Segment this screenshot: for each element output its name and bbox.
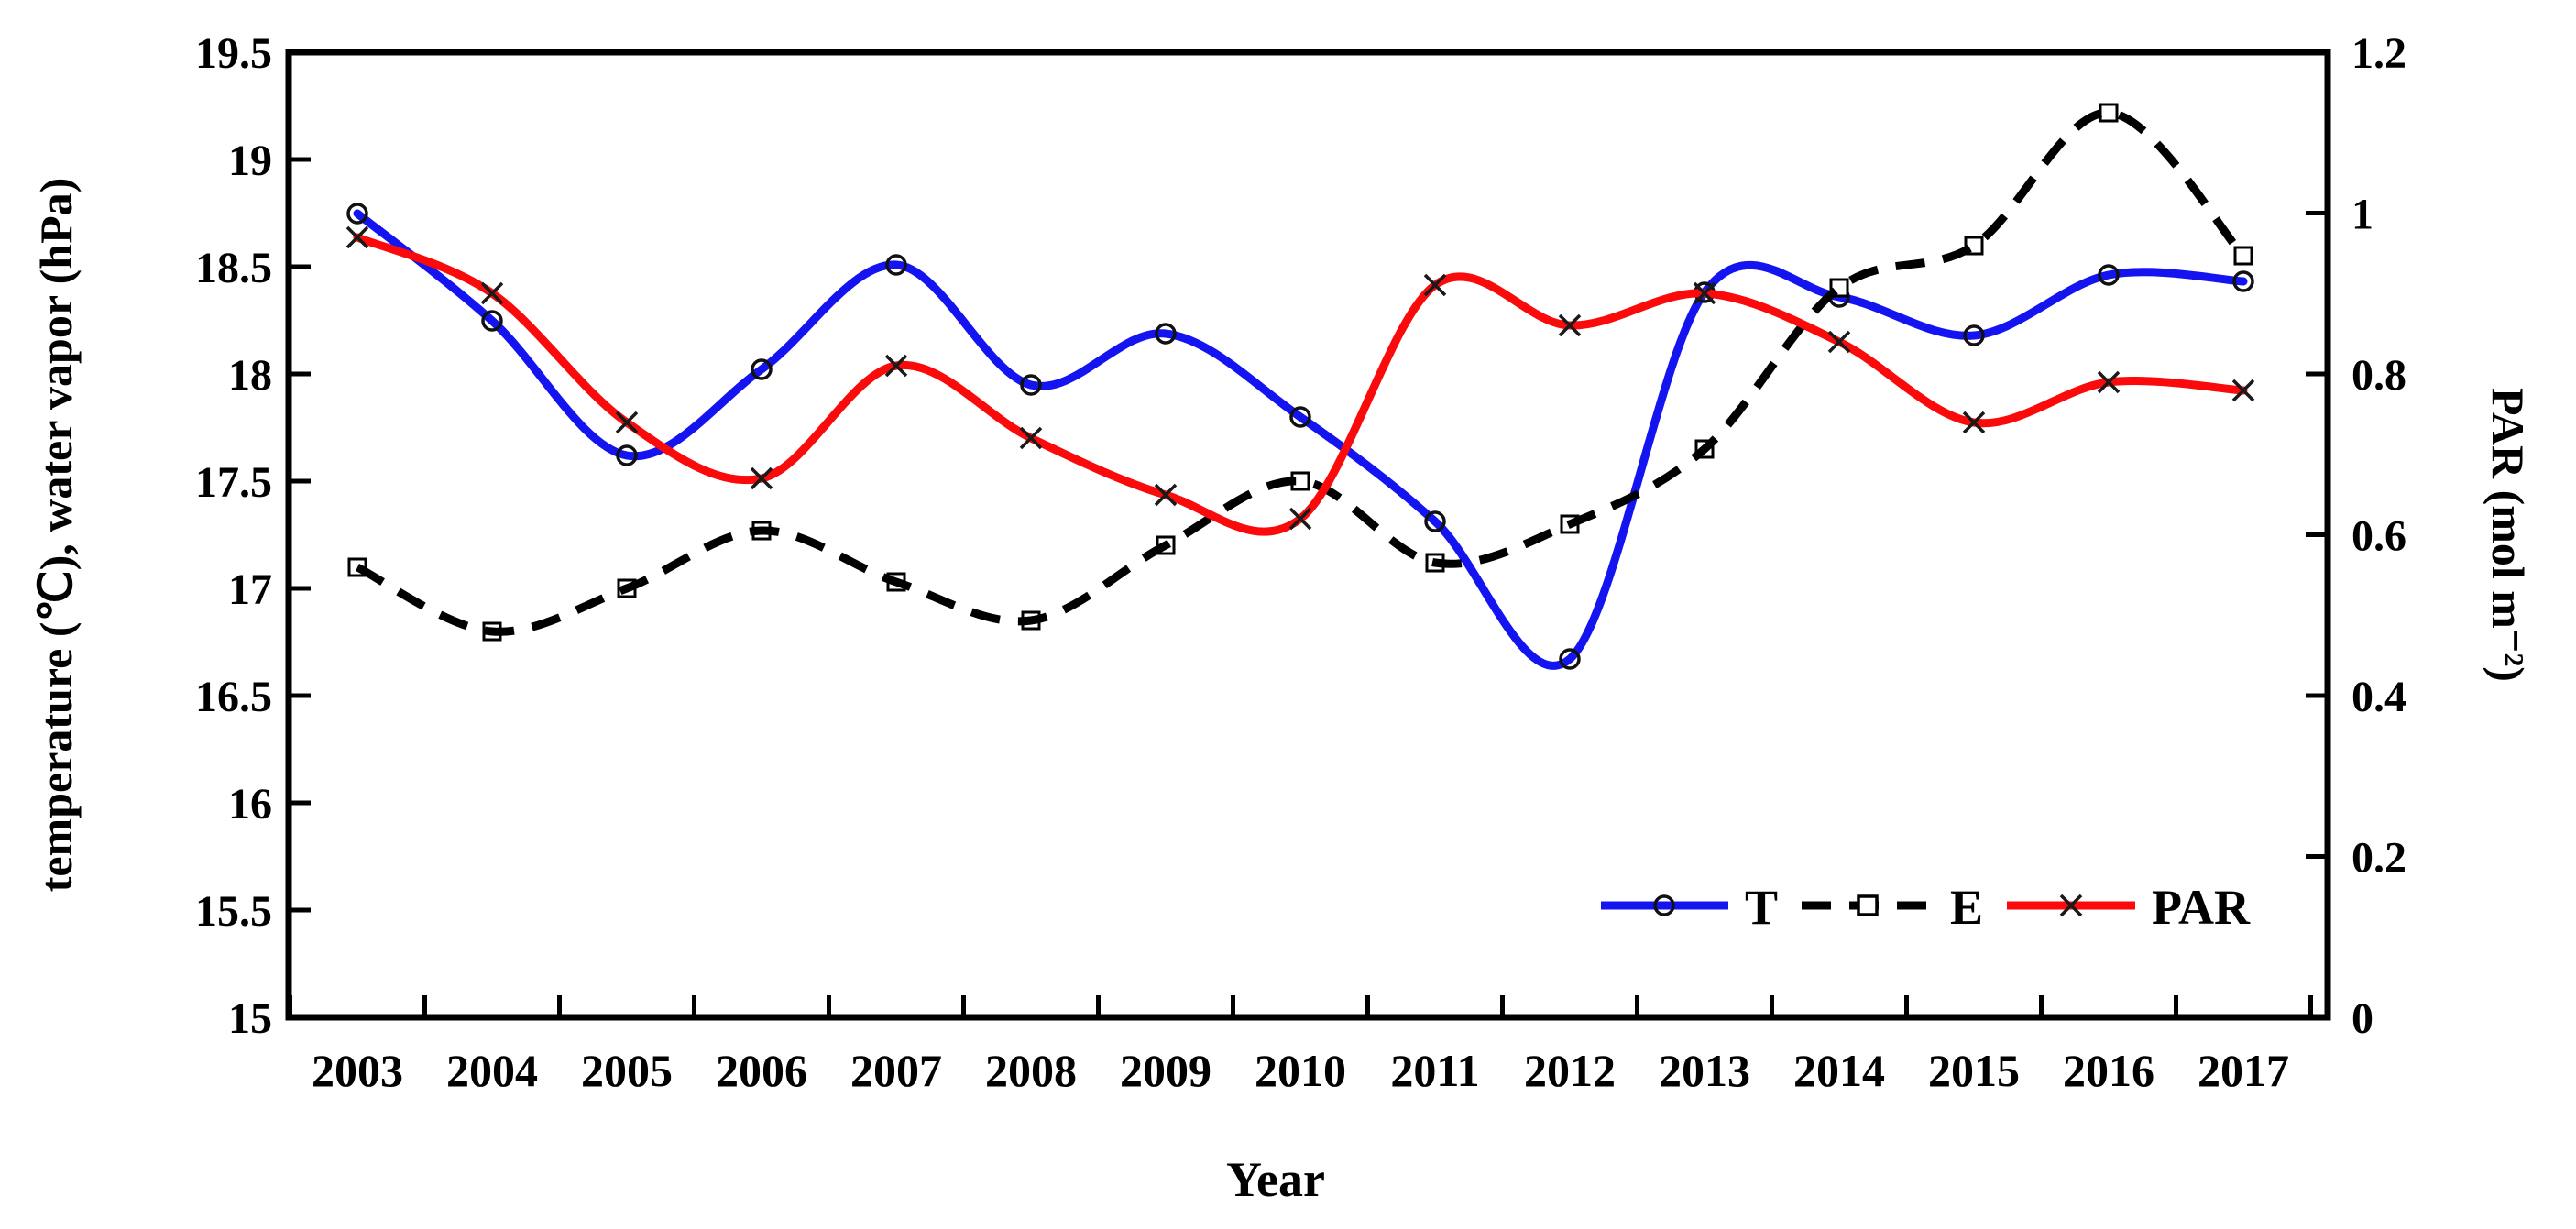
t-data-point-marker <box>2232 270 2254 292</box>
right-axis-tick-label: 1.2 <box>2351 29 2406 78</box>
x-axis-tick-label: 2009 <box>1120 1045 1211 1096</box>
left-axis-tick-label: 19 <box>228 137 272 185</box>
t-data-point-marker <box>616 444 638 466</box>
left-axis-tick-label: 16 <box>228 780 272 828</box>
t-data-point-marker <box>2098 264 2120 286</box>
left-axis-tick-label: 18.5 <box>195 244 272 292</box>
right-axis-tick-label: 0.2 <box>2351 834 2406 883</box>
x-axis-tick-label: 2015 <box>1928 1045 2020 1096</box>
left-axis-tick-label: 17.5 <box>195 458 272 507</box>
left-axis-tick-label: 15.5 <box>195 887 272 936</box>
legend <box>1601 894 2135 917</box>
legend-label-par: PAR <box>2152 880 2251 935</box>
e-line <box>355 108 2247 636</box>
series-T <box>346 203 2254 670</box>
x-axis-tick-label: 2012 <box>1524 1045 1616 1096</box>
x-axis-tick-label: 2004 <box>446 1045 538 1096</box>
x-axis-tick-label: 2005 <box>581 1045 673 1096</box>
left-axis-tick-label: 18 <box>228 351 272 400</box>
t-data-point-marker <box>751 358 773 380</box>
right-axis-tick-label: 0.6 <box>2351 512 2406 561</box>
t-data-point-marker <box>885 254 907 276</box>
right-axis-tick-label: 1 <box>2351 191 2373 239</box>
series-PAR <box>345 225 2255 536</box>
x-axis-tick-label: 2003 <box>312 1045 403 1096</box>
legend-label-t: T <box>1745 880 1778 935</box>
t-data-point-marker <box>1559 648 1581 670</box>
t-data-point-marker <box>1289 406 1311 428</box>
x-axis-tick-label: 2010 <box>1255 1045 1346 1096</box>
left-axis-tick-label: 19.5 <box>195 29 272 78</box>
x-axis-tick-label: 2011 <box>1390 1045 1479 1096</box>
x-axis-tick-label: 2013 <box>1659 1045 1750 1096</box>
x-axis-tick-label: 2014 <box>1793 1045 1885 1096</box>
legend-square-icon <box>1857 894 1879 916</box>
left-axis-tick-label: 16.5 <box>195 673 272 721</box>
legend-circle-icon <box>1653 894 1675 916</box>
x-axis-tick-label: 2007 <box>850 1045 942 1096</box>
t-data-point-marker <box>1424 510 1446 532</box>
t-line <box>353 209 2248 670</box>
t-data-point-marker <box>1155 323 1177 345</box>
x-axis-title: Year <box>1226 1152 1325 1207</box>
legend-label-e: E <box>1950 880 1983 935</box>
series-E <box>347 103 2253 642</box>
right-axis-title: PAR (mol m⁻²) <box>2483 388 2534 682</box>
axis-ticks <box>288 49 2328 1020</box>
left-axis-tick-label: 17 <box>228 565 272 614</box>
left-axis-tick-label: 15 <box>228 994 272 1043</box>
x-axis-tick-label: 2016 <box>2063 1045 2154 1096</box>
x-axis-tick-label: 2006 <box>716 1045 807 1096</box>
t-data-point-marker <box>1020 374 1042 396</box>
right-axis-tick-label: 0.8 <box>2351 351 2406 400</box>
t-data-point-marker <box>346 203 368 225</box>
x-axis-tick-label: 2008 <box>985 1045 1077 1096</box>
right-axis-tick-label: 0.4 <box>2351 673 2406 721</box>
t-data-point-marker <box>481 310 503 332</box>
right-axis-tick-label: 0 <box>2351 994 2373 1043</box>
t-data-point-marker <box>1963 324 1985 346</box>
e-data-point-marker <box>2233 246 2253 266</box>
x-axis-tick-label: 2017 <box>2198 1045 2289 1096</box>
left-axis-title: temperature (℃), water vapor (hPa) <box>30 178 82 893</box>
e-data-point-marker <box>2099 103 2119 123</box>
